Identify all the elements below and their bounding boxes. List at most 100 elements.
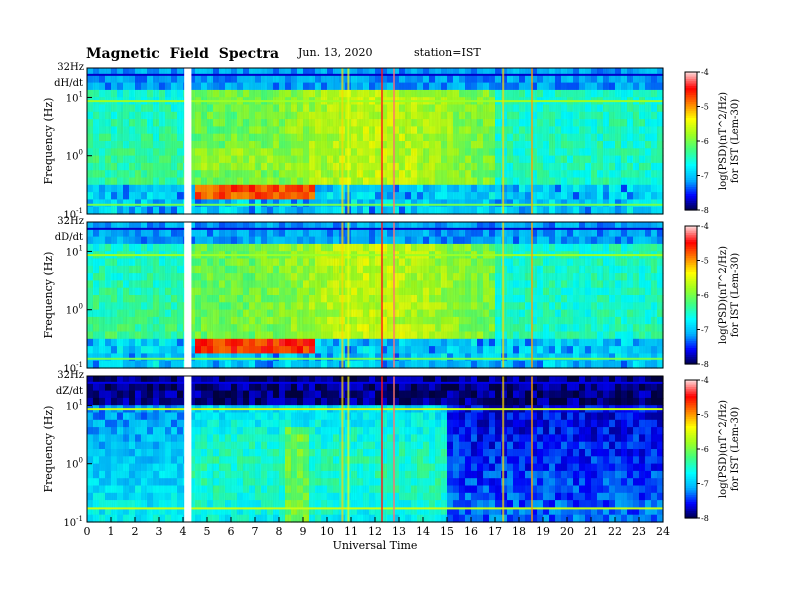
heatmap-cell [207, 353, 214, 362]
heatmap-cell [267, 184, 274, 193]
heatmap-cell [429, 89, 436, 98]
heatmap-cell [117, 463, 124, 472]
heatmap-cell [231, 360, 238, 369]
heatmap-cell [543, 192, 550, 200]
heatmap-cell [87, 302, 94, 311]
heatmap-cell [351, 441, 358, 450]
heatmap-cell [591, 243, 598, 252]
colorbar-segment [685, 359, 697, 363]
heatmap-cell [159, 302, 166, 311]
heatmap-cell [645, 192, 652, 200]
heatmap-cell [477, 155, 484, 164]
heatmap-cell [237, 177, 244, 186]
heatmap-cell [219, 419, 226, 428]
heatmap-cell [219, 206, 226, 215]
heatmap-cell [591, 287, 598, 296]
heatmap-cell [651, 258, 658, 267]
heatmap-cell [537, 89, 544, 98]
heatmap-cell [519, 287, 526, 296]
heatmap-cell [519, 295, 526, 303]
heatmap-cell [165, 170, 172, 179]
heatmap-cell [267, 470, 274, 479]
heatmap-cell [363, 280, 370, 289]
heatmap-cell [579, 324, 586, 333]
heatmap-cell [201, 192, 208, 200]
heatmap-cell [411, 222, 418, 230]
heatmap-cell [321, 295, 328, 303]
heatmap-cell [423, 273, 430, 281]
heatmap-cell [651, 331, 658, 340]
heatmap-cell [273, 155, 280, 164]
heatmap-cell [213, 258, 220, 267]
heatmap-cell [279, 162, 286, 171]
heatmap-cell [189, 324, 196, 333]
heatmap-cell [471, 287, 478, 296]
heatmap-cell [189, 280, 196, 289]
heatmap-cell [405, 280, 412, 289]
heatmap-cell [273, 126, 280, 135]
heatmap-cell [159, 463, 166, 472]
heatmap-cell [153, 104, 160, 113]
colorbar-segment [685, 166, 697, 170]
heatmap-cell [291, 126, 298, 135]
heatmap-cell [441, 133, 448, 142]
heatmap-cell [435, 206, 442, 215]
heatmap-cell [483, 280, 490, 289]
heatmap-cell [423, 265, 430, 274]
heatmap-cell [279, 199, 286, 208]
heatmap-cell [111, 258, 118, 267]
heatmap-cell [291, 89, 298, 98]
heatmap-cell [123, 449, 130, 457]
heatmap-cell [285, 119, 292, 127]
heatmap-cell [135, 434, 142, 443]
heatmap-cell [213, 419, 220, 428]
heatmap-cell [489, 265, 496, 274]
colorbar-segment [685, 104, 697, 108]
heatmap-cell [351, 141, 358, 149]
heatmap-cell [141, 441, 148, 450]
heatmap-cell [189, 295, 196, 303]
heatmap-cell [381, 119, 388, 127]
heatmap-cell [147, 162, 154, 171]
heatmap-cell [135, 75, 142, 84]
heatmap-cell [243, 390, 250, 399]
heatmap-cell [399, 75, 406, 84]
heatmap-cell [123, 346, 130, 354]
heatmap-cell [207, 222, 214, 230]
colorbar-segment [685, 205, 697, 209]
heatmap-cell [471, 295, 478, 303]
heatmap-cell [147, 456, 154, 465]
heatmap-cell [93, 222, 100, 230]
heatmap-cell [567, 236, 574, 245]
heatmap-cell [231, 507, 238, 516]
heatmap-cell [525, 236, 532, 245]
heatmap-cell [381, 68, 388, 76]
heatmap-cell [429, 184, 436, 193]
heatmap-cell [357, 302, 364, 311]
heatmap-cell [243, 449, 250, 457]
heatmap-cell [213, 492, 220, 501]
heatmap-cell [645, 302, 652, 311]
heatmap-cell [369, 295, 376, 303]
heatmap-cell [405, 222, 412, 230]
heatmap-cell [555, 338, 562, 347]
heatmap-cell [429, 141, 436, 149]
heatmap-cell [405, 346, 412, 354]
heatmap-cell [453, 68, 460, 76]
heatmap-cell [441, 155, 448, 164]
heatmap-cell [537, 316, 544, 325]
heatmap-cell [315, 353, 322, 362]
heatmap-cell [381, 199, 388, 208]
heatmap-cell [315, 331, 322, 340]
heatmap-cell [627, 170, 634, 179]
heatmap-cell [549, 75, 556, 84]
heatmap-cell [333, 192, 340, 200]
heatmap-cell [117, 104, 124, 113]
heatmap-cell [333, 280, 340, 289]
heatmap-cell [243, 126, 250, 135]
heatmap-cell [261, 119, 268, 127]
heatmap-cell [105, 331, 112, 340]
heatmap-cell [573, 243, 580, 252]
heatmap-cell [453, 155, 460, 164]
